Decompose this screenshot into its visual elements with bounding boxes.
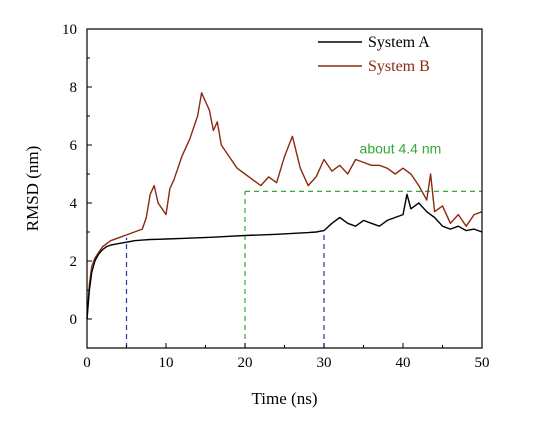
legend-label-system-b: System B <box>368 58 430 75</box>
y-tick-label: 2 <box>70 254 78 270</box>
y-tick-label: 6 <box>70 138 78 154</box>
annotation-label: about 4.4 nm <box>360 141 442 157</box>
x-axis-label: Time (ns) <box>252 389 318 408</box>
axis-ticks: 0 10 20 30 40 50 0 2 4 6 8 10 <box>62 22 490 371</box>
y-tick-label: 0 <box>70 312 78 328</box>
legend-label-system-a: System A <box>368 34 430 51</box>
x-tick-label: 40 <box>396 355 411 371</box>
legend: System A System B <box>318 34 430 75</box>
series-lines <box>86 92 483 320</box>
y-tick-label: 8 <box>70 80 78 96</box>
series-line-system-a <box>86 193 483 320</box>
reference-lines <box>125 190 482 348</box>
x-tick-label: 0 <box>83 355 91 371</box>
y-tick-label: 4 <box>70 196 78 212</box>
x-tick-label: 20 <box>238 355 253 371</box>
y-tick-label: 10 <box>62 22 77 38</box>
plot-frame <box>86 28 483 349</box>
x-tick-label: 10 <box>159 355 174 371</box>
y-axis-label: RMSD (nm) <box>23 146 42 231</box>
x-tick-label: 50 <box>475 355 490 371</box>
series-line-system-b <box>86 92 483 320</box>
x-tick-label: 30 <box>317 355 332 371</box>
